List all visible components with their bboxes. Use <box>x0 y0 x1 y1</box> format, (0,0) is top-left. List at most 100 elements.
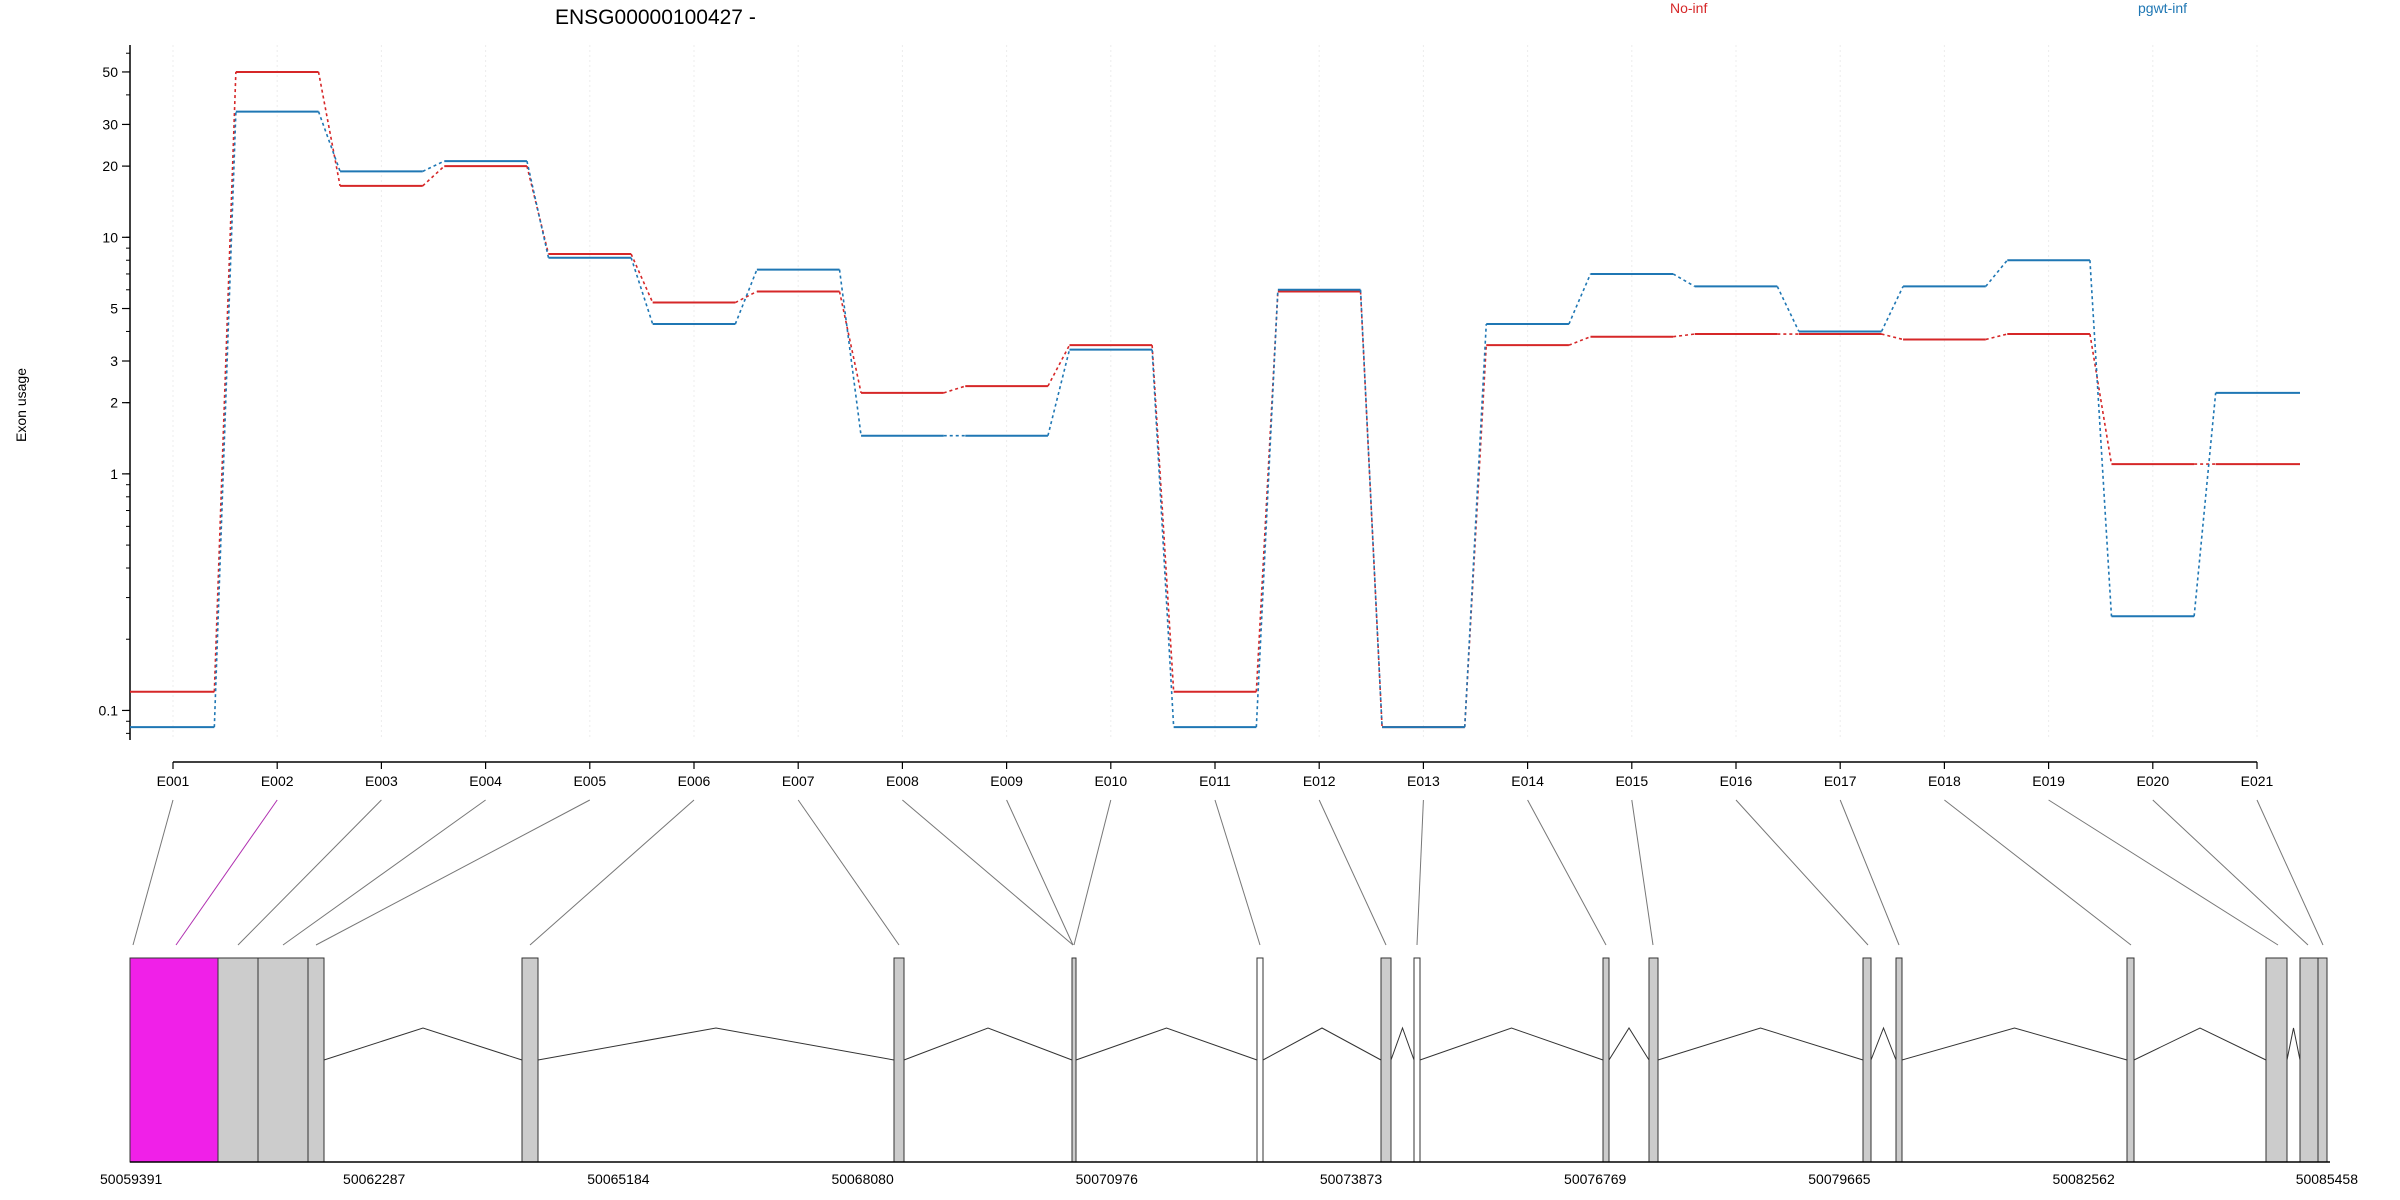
series-connector <box>1673 333 1695 338</box>
intron-line <box>323 1027 523 1061</box>
series-connector <box>1985 333 2008 341</box>
series-connector <box>1672 273 1696 288</box>
exon-connector <box>902 799 1074 946</box>
series-connector <box>1463 323 1488 728</box>
x-tick-label: E003 <box>365 773 398 789</box>
intron-line <box>2286 1027 2301 1061</box>
series-connector <box>838 291 862 394</box>
exon-connector <box>1944 799 2132 946</box>
intron-line <box>1390 1026 1415 1061</box>
genome-coordinate-label: 50059391 <box>100 1171 163 1187</box>
series-connector <box>838 269 862 436</box>
series-connector <box>1568 335 1591 346</box>
y-axis: 0.1 1 2 3 5 10 20 30 50 <box>99 45 131 740</box>
series-connector <box>630 257 654 325</box>
x-tick-label: E002 <box>261 773 294 789</box>
series-connector <box>1776 286 1800 332</box>
exon-connector <box>1073 799 1112 946</box>
intron-line <box>1901 1027 2128 1061</box>
series-connector <box>734 290 758 304</box>
genome-coordinate-label: 50070976 <box>1076 1171 1139 1187</box>
series-connector <box>317 71 341 187</box>
series-connector <box>2089 333 2113 465</box>
series-connector <box>1255 291 1279 692</box>
gene-model: 50059391 50062287 50065184 50068080 50070976… <box>100 957 2359 1187</box>
series-connector <box>2089 260 2113 617</box>
genome-coordinate-label: 50076769 <box>1564 1171 1627 1187</box>
x-tick-label: E019 <box>2032 773 2065 789</box>
exon-connector <box>1006 799 1074 946</box>
series-connector <box>1881 333 1904 341</box>
exon-connector <box>1318 799 1387 946</box>
y-tick-label: 5 <box>110 301 118 317</box>
exon-connector <box>797 799 900 946</box>
exon-box <box>1895 957 1903 1163</box>
intron-line <box>1870 1026 1897 1061</box>
intron-line <box>2133 1027 2267 1061</box>
genome-coordinate-label: 50082562 <box>2052 1171 2115 1187</box>
x-tick-label: E014 <box>1511 773 1544 789</box>
exon-box <box>1862 957 1872 1163</box>
y-axis-label: Exon usage <box>13 368 29 442</box>
series-connector <box>1047 349 1071 436</box>
exon-connector <box>175 799 278 946</box>
series-connector <box>1359 289 1383 728</box>
x-tick-label: E008 <box>886 773 919 789</box>
exon-box <box>1413 957 1421 1163</box>
x-tick-label: E017 <box>1824 773 1857 789</box>
exon-box <box>521 957 539 1163</box>
x-tick-label: E007 <box>782 773 815 789</box>
y-tick-label: 3 <box>110 353 118 369</box>
x-tick-label: E020 <box>2136 773 2169 789</box>
exon-box <box>217 957 259 1163</box>
genome-coordinate-label: 50079665 <box>1808 1171 1871 1187</box>
genome-coordinate-label: 50068080 <box>831 1171 894 1187</box>
legend-series-2: pgwt-inf <box>2138 0 2187 16</box>
series-connector <box>1985 259 2008 287</box>
series-connector <box>213 71 237 692</box>
exon-connector <box>132 799 174 946</box>
chart-title: ENSG00000100427 - <box>555 6 756 29</box>
x-tick-label: E009 <box>990 773 1023 789</box>
series-connector <box>943 385 966 394</box>
series-connector <box>1151 345 1175 692</box>
series-connector <box>1047 344 1071 387</box>
series-connector <box>1151 349 1175 728</box>
exon-box <box>893 957 905 1163</box>
x-tick-label: E015 <box>1615 773 1648 789</box>
y-tick-label: 1 <box>110 466 118 482</box>
x-tick-label: E006 <box>678 773 711 789</box>
series-connector <box>2193 392 2217 617</box>
y-tick-label: 10 <box>102 229 118 245</box>
x-axis: E001 E002 E003 E004 E005 E006 E007 E008 E009 E010… <box>157 761 2274 789</box>
genome-coordinate-label: 50085458 <box>2296 1171 2359 1187</box>
x-tick-label: E004 <box>469 773 502 789</box>
intron-line <box>1075 1027 1258 1061</box>
exon-connectors <box>132 799 2324 946</box>
exon-connector <box>1839 799 1900 946</box>
exon-box <box>1071 957 1077 1163</box>
exon-connector <box>282 799 486 946</box>
exon-connector <box>1214 799 1261 946</box>
series-connector <box>422 160 445 173</box>
exon-connector <box>2048 799 2279 946</box>
x-tick-label: E012 <box>1303 773 1336 789</box>
exon-connector <box>2256 799 2324 946</box>
exon-connector <box>315 799 591 946</box>
genome-coordinate-label: 50073873 <box>1320 1171 1383 1187</box>
series-connector <box>1255 289 1279 728</box>
series-2 <box>130 110 2300 729</box>
exon-box <box>2299 957 2319 1163</box>
x-tick-label: E005 <box>573 773 606 789</box>
x-tick-label: E021 <box>2241 773 2274 789</box>
exon-box <box>1602 957 1610 1163</box>
exon-box <box>129 957 219 1163</box>
exon-connector <box>1735 799 1869 946</box>
series-connector <box>213 111 237 728</box>
x-tick-label: E018 <box>1928 773 1961 789</box>
y-tick-label: 30 <box>102 116 118 132</box>
exon-box <box>257 957 309 1163</box>
x-tick-label: E001 <box>157 773 190 789</box>
exon-box <box>307 957 325 1163</box>
intron-line <box>537 1027 895 1061</box>
